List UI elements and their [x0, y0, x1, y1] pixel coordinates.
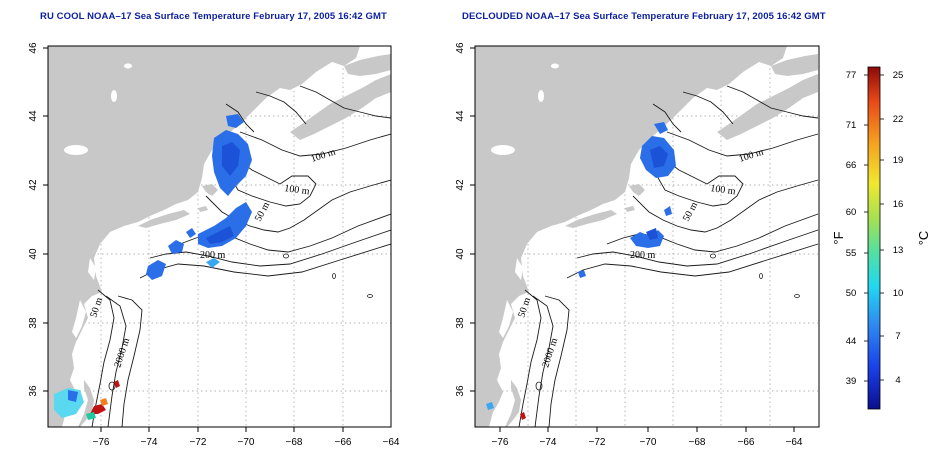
y-tick-label: 44	[455, 110, 466, 122]
x-tick-label: −70	[238, 437, 255, 448]
sst-layer-left	[54, 114, 252, 420]
sst-layer-right	[486, 122, 676, 420]
colorbar-f-tick: 77	[846, 70, 857, 81]
y-tick-label: 38	[455, 317, 466, 329]
y-tick-label: 36	[28, 385, 39, 397]
y-tick-label: 36	[455, 385, 466, 397]
y-tick-label: 38	[28, 317, 39, 329]
panel-left-title: RU COOL NOAA–17 Sea Surface Temperature …	[40, 11, 387, 22]
x-tick-label: −66	[335, 437, 352, 448]
x-tick-label: −68	[689, 437, 706, 448]
x-tick-label: −74	[540, 437, 557, 448]
colorbar: 77 71 66 60 55 50 44 39 25 22 19 16 13 1…	[831, 66, 931, 410]
colorbar-f-ticks: 77 71 66 60 55 50 44 39	[846, 70, 857, 387]
colorbar-unit-c: °C	[916, 231, 931, 246]
colorbar-c-tick: 10	[893, 288, 904, 299]
contour-label-left-2: 100 m	[284, 183, 311, 197]
y-tick-label: 42	[455, 179, 466, 191]
colorbar-f-tick: 39	[846, 376, 857, 387]
map-panel-left: 100 m 100 m 50 m 200 m 50 m 2000 m −76 −…	[28, 42, 400, 448]
y-tick-label: 46	[455, 42, 466, 54]
y-axis-right: 36 38 40 42 44 46	[455, 42, 466, 397]
x-tick-label: −64	[383, 437, 400, 448]
x-tick-label: −64	[786, 437, 803, 448]
colorbar-f-tick: 60	[846, 207, 857, 218]
colorbar-c-ticks: 25 22 19 16 13 10 7 4	[893, 70, 904, 386]
colorbar-f-tick: 71	[846, 120, 857, 131]
x-tick-label: −74	[141, 437, 158, 448]
x-tick-label: −70	[640, 437, 657, 448]
colorbar-c-tick: 7	[895, 331, 900, 342]
map-frame-right	[474, 45, 820, 428]
colorbar-c-tick: 25	[893, 70, 904, 81]
x-tick-label: −68	[286, 437, 303, 448]
x-tick-label: −76	[93, 437, 110, 448]
y-tick-label: 40	[28, 248, 39, 260]
colorbar-f-tick: 66	[846, 160, 857, 171]
contour-label-left-4: 200 m	[200, 250, 226, 261]
contour-label-right-2: 100 m	[710, 183, 737, 197]
colorbar-gradient	[867, 66, 881, 410]
x-tick-label: −72	[589, 437, 606, 448]
x-tick-label: −66	[738, 437, 755, 448]
x-tick-label: −72	[190, 437, 207, 448]
x-tick-label: −76	[492, 437, 509, 448]
colorbar-f-tick: 44	[846, 336, 857, 347]
map-frame-left	[47, 45, 392, 428]
y-tick-label: 42	[28, 179, 39, 191]
panel-right-title: DECLOUDED NOAA–17 Sea Surface Temperatur…	[462, 11, 826, 22]
colorbar-unit-f: °F	[831, 231, 846, 244]
map-panel-right: 100 m 100 m 50 m 200 m 50 m 2000 m −76 −…	[455, 42, 820, 448]
y-tick-label: 40	[455, 248, 466, 260]
contour-label-right-4: 200 m	[630, 250, 656, 261]
y-tick-label: 46	[28, 42, 39, 54]
colorbar-c-tick: 19	[893, 155, 904, 166]
colorbar-c-tick: 16	[893, 199, 904, 210]
x-axis-right: −76 −74 −72 −70 −68 −66 −64	[492, 437, 803, 448]
colorbar-c-tick: 13	[893, 245, 904, 256]
colorbar-f-tick: 55	[846, 248, 857, 259]
y-tick-label: 44	[28, 110, 39, 122]
colorbar-f-tick: 50	[846, 288, 857, 299]
colorbar-c-tick: 4	[895, 375, 900, 386]
colorbar-c-tick: 22	[893, 114, 904, 125]
y-axis-left: 36 38 40 42 44 46	[28, 42, 39, 397]
x-axis-left: −76 −74 −72 −70 −68 −66 −64	[93, 437, 400, 448]
